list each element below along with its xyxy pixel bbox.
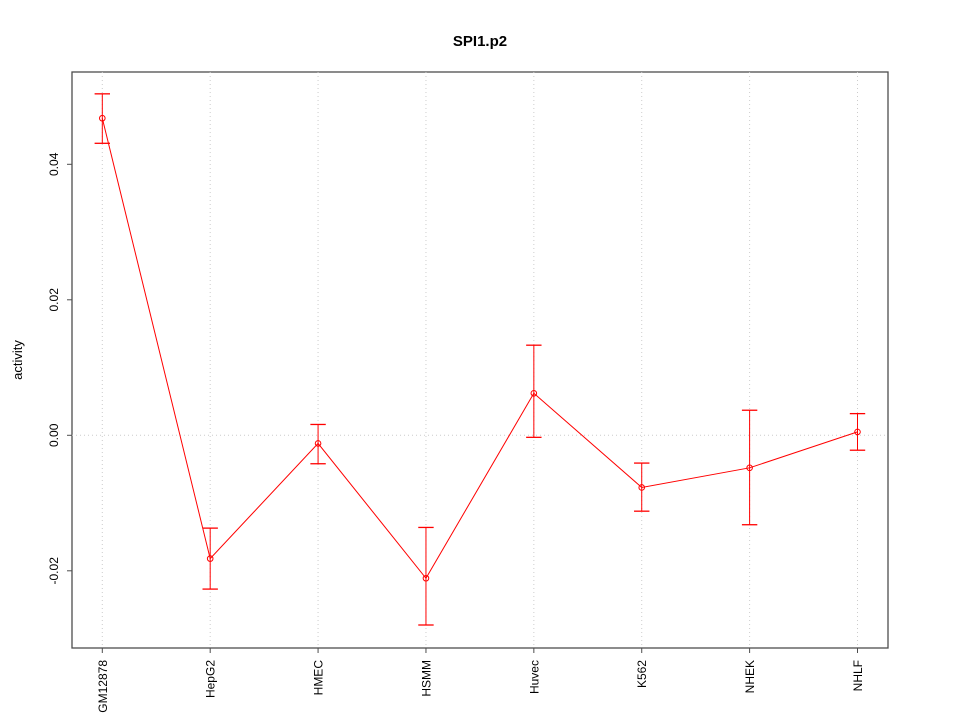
svg-text:HSMM: HSMM	[419, 660, 433, 697]
svg-text:NHLF: NHLF	[851, 660, 865, 691]
svg-text:Huvec: Huvec	[527, 660, 541, 694]
svg-text:NHEK: NHEK	[743, 660, 757, 693]
svg-text:K562: K562	[635, 660, 649, 688]
svg-text:0.02: 0.02	[47, 288, 61, 312]
svg-text:0.00: 0.00	[47, 423, 61, 447]
svg-text:HepG2: HepG2	[204, 660, 218, 698]
svg-text:SPI1.p2: SPI1.p2	[453, 33, 507, 50]
svg-text:HMEC: HMEC	[312, 660, 326, 696]
svg-text:0.04: 0.04	[47, 152, 61, 176]
svg-text:GM12878: GM12878	[96, 660, 110, 713]
svg-text:activity: activity	[10, 340, 25, 380]
svg-text:-0.02: -0.02	[47, 557, 61, 585]
